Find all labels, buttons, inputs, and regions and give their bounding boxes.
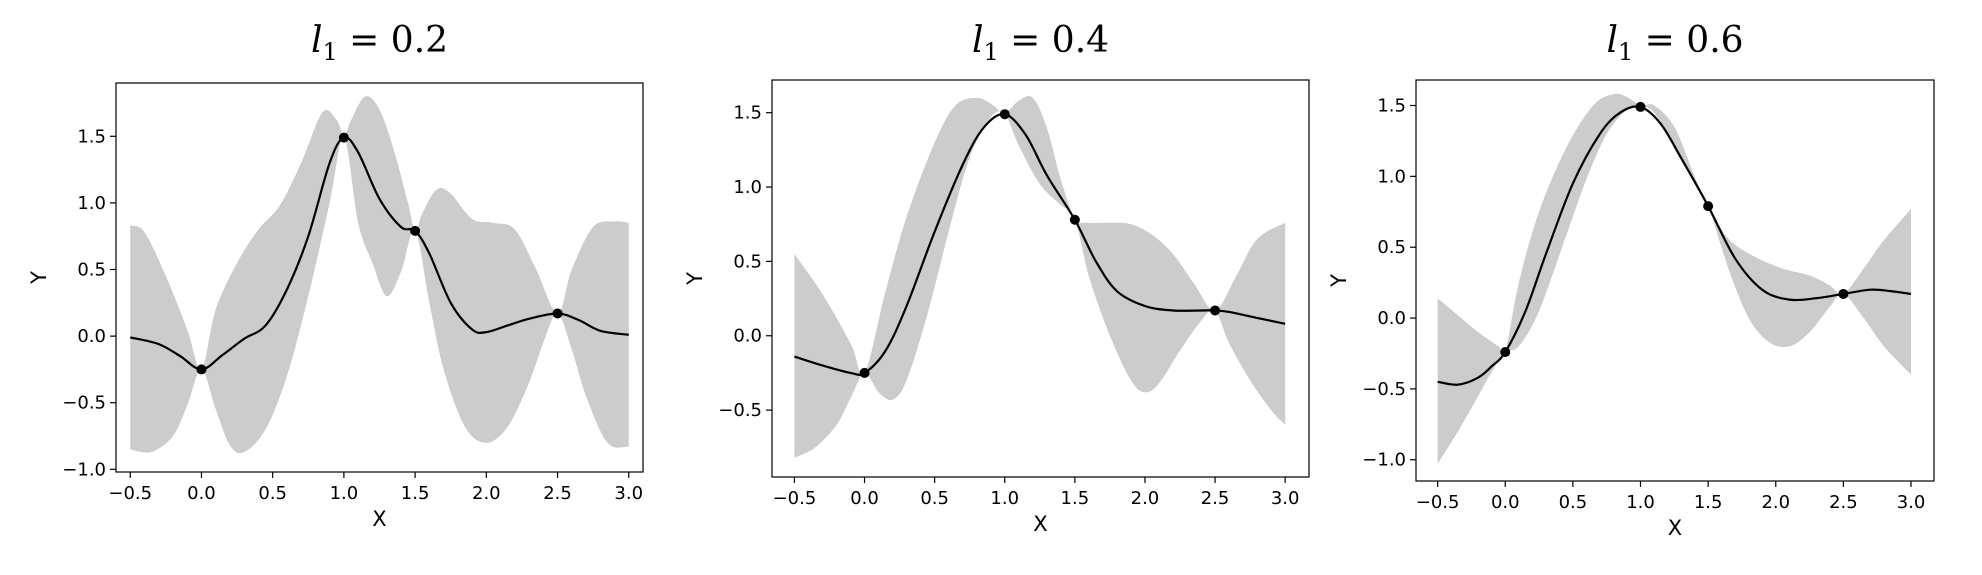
- x-tick-label: 2.5: [1201, 488, 1230, 509]
- title-subscript: 1: [322, 38, 337, 66]
- data-point: [1210, 305, 1221, 316]
- data-point: [338, 132, 349, 143]
- confidence-band: [1437, 93, 1912, 465]
- y-tick-label: 0.0: [1377, 308, 1406, 329]
- axes-frame: [115, 82, 644, 473]
- y-axis-label: Y: [27, 271, 51, 285]
- y-tick-label: −0.5: [62, 393, 106, 414]
- x-tick-label: 3.0: [1271, 488, 1300, 509]
- x-tick-label: 0.5: [1559, 492, 1588, 513]
- x-tick-label: 2.0: [472, 483, 501, 504]
- title-value: = 0.6: [1633, 20, 1743, 61]
- y-tick-label: 1.0: [1377, 166, 1406, 187]
- data-point: [552, 308, 563, 319]
- data-point: [1635, 101, 1646, 112]
- confidence-band: [794, 96, 1286, 458]
- x-axis-label: X: [372, 507, 386, 531]
- x-tick-label: 0.0: [1491, 492, 1520, 513]
- x-tick-label: 2.5: [543, 483, 572, 504]
- y-axis-label: Y: [1327, 274, 1351, 288]
- data-point: [1838, 288, 1849, 299]
- title-symbol: l: [972, 20, 984, 61]
- x-tick-label: 2.0: [1131, 488, 1160, 509]
- y-tick-label: 1.0: [733, 177, 762, 198]
- data-point: [410, 225, 421, 236]
- chart-title: l1 = 0.6: [1606, 20, 1743, 66]
- data-point: [999, 109, 1010, 120]
- data-point: [859, 367, 870, 378]
- x-tick-label: 3.0: [614, 483, 643, 504]
- x-tick-label: 2.5: [1829, 492, 1858, 513]
- subplot-3: −0.5 0.0 0.5 1.0 1.5 2.0 2.5 3.0 −1.0 −0.5 0.0 0.5 1…: [1327, 20, 1935, 540]
- y-tick-label: 1.5: [1377, 96, 1406, 117]
- x-tick-label: 0.0: [850, 488, 879, 509]
- x-tick-label: −0.5: [108, 483, 152, 504]
- y-tick-label: 1.5: [733, 103, 762, 124]
- x-tick-label: 3.0: [1897, 492, 1926, 513]
- title-value: = 0.2: [338, 20, 448, 61]
- subplot-2: −0.5 0.0 0.5 1.0 1.5 2.0 2.5 3.0 −0.5 0.0 0.5 1.0 1.…: [683, 20, 1310, 536]
- title-symbol: l: [1606, 20, 1618, 61]
- axes-frame: [1415, 79, 1935, 482]
- y-tick-label: −1.0: [1362, 450, 1406, 471]
- chart-title: l1 = 0.2: [311, 20, 448, 66]
- data-point: [1500, 347, 1511, 358]
- x-tick-label: 1.0: [1626, 492, 1655, 513]
- title-subscript: 1: [1618, 38, 1633, 66]
- x-tick-label: −0.5: [1416, 492, 1460, 513]
- mean-line: [1437, 105, 1912, 386]
- x-tick-label: 1.5: [401, 483, 430, 504]
- x-tick-label: −0.5: [773, 488, 817, 509]
- data-point: [1069, 214, 1080, 225]
- chart-title: l1 = 0.4: [972, 20, 1109, 66]
- y-tick-label: 0.5: [733, 251, 762, 272]
- x-tick-label: 0.5: [920, 488, 949, 509]
- data-point: [196, 364, 207, 375]
- axes-frame: [771, 79, 1310, 478]
- x-axis-label: X: [1033, 512, 1047, 536]
- confidence-band: [130, 96, 629, 454]
- mean-line: [794, 112, 1286, 376]
- y-tick-label: −0.5: [1362, 379, 1406, 400]
- title-value: = 0.4: [999, 20, 1109, 61]
- y-tick-label: 0.5: [77, 260, 106, 281]
- x-axis-label: X: [1668, 516, 1682, 540]
- y-axis-label: Y: [683, 272, 707, 286]
- y-tick-label: 1.0: [77, 193, 106, 214]
- x-tick-label: 2.0: [1761, 492, 1790, 513]
- subplot-1: −0.5 0.0 0.5 1.0 1.5 2.0 2.5 3.0−1.0−0.50.00.51…: [27, 20, 644, 531]
- x-tick-label: 1.5: [1061, 488, 1090, 509]
- y-tick-label: 0.0: [77, 326, 106, 347]
- y-tick-label: −0.5: [718, 400, 762, 421]
- x-tick-label: 1.5: [1694, 492, 1723, 513]
- data-point: [1703, 201, 1714, 212]
- y-tick-label: 0.0: [733, 326, 762, 347]
- x-tick-label: 0.0: [187, 483, 216, 504]
- x-tick-label: 0.5: [258, 483, 287, 504]
- y-tick-label: −1.0: [62, 459, 106, 480]
- y-tick-label: 1.5: [77, 126, 106, 147]
- x-tick-label: 1.0: [990, 488, 1019, 509]
- title-symbol: l: [311, 20, 323, 61]
- y-tick-label: 0.5: [1377, 237, 1406, 258]
- x-tick-label: 1.0: [330, 483, 359, 504]
- mean-line: [129, 136, 629, 371]
- title-subscript: 1: [983, 38, 998, 66]
